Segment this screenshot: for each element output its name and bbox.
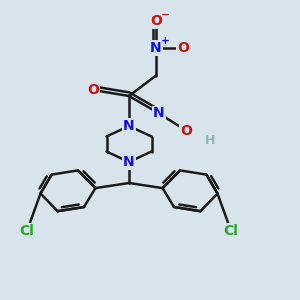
Text: O: O [87,83,99,97]
Text: H: H [205,134,215,148]
Text: N: N [153,106,165,120]
Text: −: − [160,10,169,20]
Text: N: N [150,41,162,55]
Text: +: + [160,35,169,46]
Text: O: O [177,41,189,55]
Text: N: N [123,155,135,169]
Text: O: O [150,14,162,28]
Text: O: O [180,124,192,137]
Text: Cl: Cl [224,224,238,238]
Text: N: N [123,119,135,133]
Text: Cl: Cl [20,224,34,238]
